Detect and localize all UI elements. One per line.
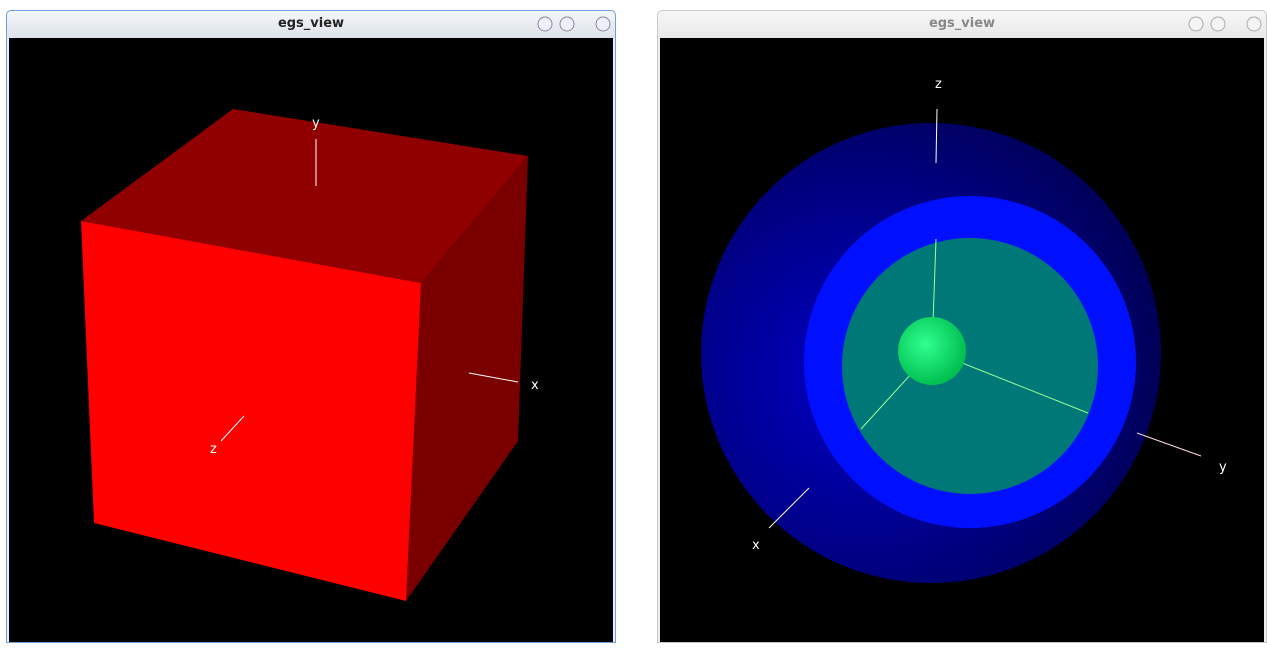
axis-line [220,415,245,442]
axis-line [468,372,519,383]
window-buttons[interactable] [515,11,615,38]
cube-side [406,156,528,601]
axis-label: z [210,442,217,457]
scene: y x z [81,109,539,601]
window: egs_view [657,10,1267,643]
window-title: egs_view [928,16,996,31]
axis-line [768,487,810,529]
minimize-button[interactable] [537,16,553,32]
axis-line [935,108,938,164]
close-button[interactable] [1246,16,1262,32]
maximize-button[interactable] [1210,16,1226,32]
maximize-button[interactable] [559,16,575,32]
minimize-button[interactable] [1188,16,1204,32]
window-buttons[interactable] [1166,11,1266,38]
close-button[interactable] [595,16,611,32]
core-sphere [898,317,966,385]
axis-label: x [752,538,760,553]
scene: z y x [701,77,1227,583]
window: egs_view y x z [6,10,616,643]
axis-label: z [935,77,942,92]
axis-label: x [531,378,539,393]
viewport: z y x [660,38,1264,642]
viewport: y x z [9,38,613,642]
axis-label: y [1219,460,1227,475]
title-bar: egs_view [7,11,615,38]
title-bar: egs_view [658,11,1266,38]
cube-top [81,109,528,283]
axis-label: y [312,116,320,131]
axis-line [1136,432,1202,457]
cube-front [81,221,421,601]
window-title: egs_view [277,16,345,31]
